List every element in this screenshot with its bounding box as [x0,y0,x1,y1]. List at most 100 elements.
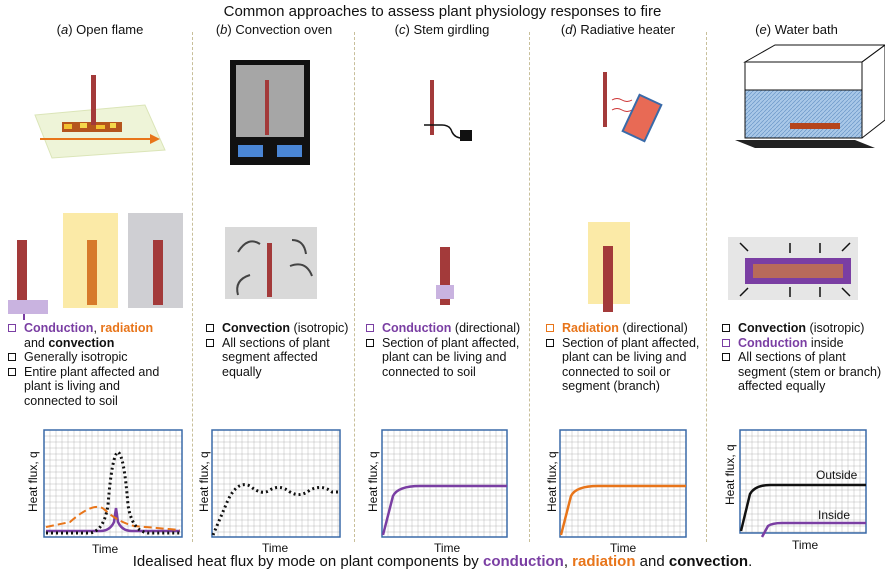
description-text: (directional) [451,321,521,335]
heat-flux-chart [211,429,341,538]
description-text: connected to soil [382,364,476,379]
checkbox-bullet-icon [8,324,16,332]
xlabel-a: Time [92,542,119,556]
description-line: Section of plant affected, [546,336,704,351]
description-line: Convection (isotropic) [206,321,352,336]
description-b: Convection (isotropic) All sections of pl… [206,321,352,379]
description-e: Convection (isotropic) Conduction inside A… [722,321,884,394]
water-bath-illustration [735,44,885,148]
heat-flux-curve [739,483,866,532]
checkbox-bullet-icon [546,338,554,347]
description-text: Conduction [382,321,452,335]
description-line: Conduction (directional) [366,321,526,336]
heater-radiation-diagram [588,222,630,312]
description-text: , [93,321,101,335]
open-flame-illustration [34,75,166,159]
heat-flux-curve [381,484,507,536]
curve-label-inside: Inside [818,508,851,522]
description-line: Section of plant affected, [366,336,526,351]
checkbox-bullet-icon [206,324,214,332]
xlabel-c: Time [434,541,461,555]
description-text: plant can be living and [382,350,507,364]
xlabel-d: Time [610,541,637,555]
description-text: Entire plant affected and [24,364,160,379]
description-text: All sections of plant [738,350,846,364]
description-line: affected equally [722,379,884,394]
heat-flux-curve [211,483,340,536]
ylabel-e: Heat flux, q [723,444,737,505]
description-text: Radiation [562,321,619,335]
column-separator [706,32,707,542]
ylabel-a: Heat flux, q [26,451,40,512]
heat-flux-curve [46,450,180,535]
description-d: Radiation (directional) Section of plant … [546,321,704,394]
description-line: segment (stem or branch) [722,365,884,380]
description-text: convection [48,335,115,350]
description-line: Conduction inside [722,336,884,351]
checkbox-bullet-icon [722,324,730,332]
description-line: Generally isotropic [8,350,190,365]
figure-title: Common approaches to assess plant physio… [223,3,662,20]
col-head-b: (b) Convection oven [215,22,333,37]
description-line: segment (branch) [546,379,704,394]
column-separator [354,32,355,542]
description-line: plant is living and [8,379,190,394]
girdling-conduction-diagram [436,247,454,305]
ylabel-d: Heat flux, q [545,451,559,512]
heat-flux-chart [559,429,687,538]
description-text: equally [222,364,262,379]
description-line: and convection [8,336,190,351]
description-line: segment affected [206,350,352,365]
description-line: connected to soil [366,365,526,380]
checkbox-bullet-icon [722,338,730,347]
description-text: (directional) [618,321,688,335]
col-head-a: (a) Open flame [56,22,144,37]
description-line: connected to soil [8,394,190,409]
checkbox-bullet-icon [366,324,374,332]
curve-label-outside: Outside [816,468,858,482]
description-text: segment (stem or branch) [738,364,882,379]
open-flame-modes [8,213,183,320]
ylabel-c: Heat flux, q [366,451,380,512]
ylabel-b: Heat flux, q [197,451,211,512]
description-line: Conduction, radiation [8,321,190,336]
heat-flux-curve [760,521,866,538]
description-text: segment affected [222,350,318,364]
heat-flux-curve [45,506,181,531]
col-head-e: (e) Water bath [755,22,838,37]
heat-flux-curve [46,507,180,533]
description-c: Conduction (directional) Section of plant… [366,321,526,379]
description-text: radiation [100,321,154,335]
description-line: plant can be living and [366,350,526,365]
description-text: (isotropic) [806,321,865,335]
description-text: Conduction [738,335,808,350]
description-line: equally [206,365,352,380]
xlabel-b: Time [262,541,289,555]
description-text: plant is living and [24,379,120,393]
description-text: Generally isotropic [24,350,128,364]
figure-caption: Idealised heat flux by mode on plant com… [132,553,753,570]
description-line: plant can be living and [546,350,704,365]
column-separator [529,32,530,542]
convection-oven-illustration [230,60,310,165]
description-text: All sections of plant [222,335,330,350]
description-a: Conduction, radiation and convection Gener… [8,321,190,408]
radiative-heater-illustration [603,72,663,143]
description-line: Radiation (directional) [546,321,704,336]
description-text: Section of plant affected, [562,335,700,350]
description-text: inside [807,335,844,350]
description-text: connected to soil or [562,364,671,379]
xlabel-e: Time [792,538,819,552]
description-line: Entire plant affected and [8,365,190,380]
description-text: (isotropic) [290,321,349,335]
description-line: All sections of plant [722,350,884,365]
checkbox-bullet-icon [722,353,730,361]
checkbox-bullet-icon [8,353,16,361]
description-text: affected equally [738,379,826,393]
description-line: Convection (isotropic) [722,321,884,336]
description-text: and [24,335,49,350]
col-head-d: (d) Radiative heater [560,22,676,37]
description-text: connected to soil [24,393,118,408]
checkbox-bullet-icon [8,367,16,376]
